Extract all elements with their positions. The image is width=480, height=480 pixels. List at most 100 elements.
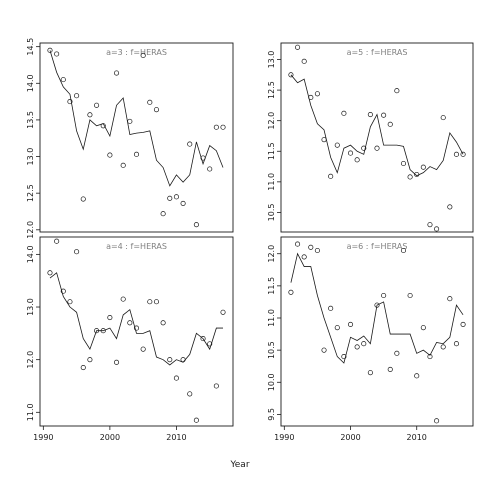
data-point — [54, 51, 60, 57]
data-point — [328, 305, 334, 311]
data-point — [294, 44, 301, 50]
data-point — [321, 137, 327, 143]
data-point — [113, 359, 120, 365]
panel-frame — [280, 42, 474, 233]
data-point — [147, 99, 153, 105]
data-point — [220, 309, 226, 315]
data-point — [180, 200, 186, 206]
data-point — [60, 288, 66, 294]
data-point — [74, 93, 80, 99]
data-point — [200, 336, 206, 342]
data-point — [288, 72, 294, 78]
data-point — [367, 112, 373, 118]
data-point — [127, 320, 133, 326]
data-point — [367, 370, 373, 376]
y-tick-label: 13.0 — [26, 298, 35, 316]
data-point — [187, 391, 193, 397]
y-tick-label: 12.5 — [267, 81, 276, 99]
data-point — [387, 121, 393, 127]
y-tick-label: 10.5 — [267, 341, 276, 359]
data-point — [47, 270, 53, 276]
data-point — [207, 341, 213, 347]
data-point — [347, 321, 354, 327]
data-point — [354, 157, 360, 163]
y-tick-label: 12.0 — [267, 112, 276, 130]
data-point — [147, 299, 153, 305]
x-axis-title: Year — [229, 460, 249, 470]
data-point — [301, 254, 307, 260]
data-point — [213, 124, 219, 130]
data-point — [100, 328, 106, 334]
y-tick-label: 11.5 — [267, 277, 276, 295]
fit-line — [49, 272, 224, 366]
data-point — [207, 166, 213, 172]
data-point — [120, 162, 126, 168]
panel-strip-label: a=4 : f=HERAS — [106, 242, 167, 251]
data-point — [314, 247, 320, 254]
data-point — [301, 58, 307, 64]
y-tick-label: 9.5 — [267, 408, 276, 421]
data-point — [200, 155, 206, 161]
panel-strip-label: a=6 : f=HERAS — [347, 242, 408, 251]
y-tick-label: 11.0 — [26, 403, 35, 421]
y-tick-label: 14.0 — [26, 245, 35, 263]
fit-line — [290, 252, 464, 364]
y-tick-label: 11.0 — [267, 309, 276, 327]
data-point — [173, 375, 179, 381]
panel-2: a=5 : f=HERAS 10.5 11.0 11.5 12.0 12.5 13.0 — [267, 42, 474, 233]
data-point — [94, 328, 100, 334]
y-tick-label: 13.0 — [267, 51, 276, 69]
data-point — [453, 341, 460, 347]
y-tick-label: 12.0 — [26, 351, 35, 369]
data-point — [153, 107, 160, 113]
data-point — [193, 222, 199, 228]
y-tick-label: 11.0 — [267, 173, 276, 191]
y-tick-label: 10.5 — [267, 204, 276, 222]
data-point — [394, 88, 400, 94]
panel-4: a=6 : f=HERAS 9.5 10.0 10.5 11.0 11.5 12.0 1990… — [267, 236, 474, 442]
data-point — [361, 145, 367, 151]
data-point — [80, 196, 86, 202]
data-point — [67, 99, 73, 105]
data-point — [113, 70, 120, 76]
data-point — [420, 164, 426, 170]
data-point — [361, 341, 367, 347]
data-point — [160, 211, 166, 217]
data-point — [341, 110, 347, 116]
data-point — [153, 299, 160, 305]
data-point — [394, 350, 400, 356]
x-tick-label: 1990 — [33, 433, 53, 442]
data-point — [294, 241, 301, 247]
data-point — [60, 77, 66, 83]
panel-strip-label: a=5 : f=HERAS — [347, 48, 408, 57]
panel-frame — [39, 42, 234, 233]
data-point — [87, 112, 93, 118]
data-point — [387, 366, 393, 372]
data-point — [187, 141, 193, 147]
data-point — [407, 174, 413, 180]
y-tick-label: 12.0 — [267, 245, 276, 263]
data-point — [334, 142, 340, 148]
data-point — [80, 365, 86, 371]
data-point — [460, 321, 466, 327]
data-point — [407, 292, 413, 299]
panel-frame — [280, 236, 474, 427]
data-point — [434, 226, 440, 232]
data-point — [347, 150, 354, 156]
y-tick-label: 14.0 — [26, 74, 35, 92]
data-point — [314, 91, 320, 97]
panel-frame — [39, 236, 234, 427]
data-point — [334, 325, 340, 331]
y-tick-label: 11.5 — [267, 142, 276, 160]
data-point — [220, 124, 226, 130]
data-point — [447, 204, 453, 210]
data-point — [420, 325, 426, 331]
data-point — [127, 118, 133, 124]
y-tick-label: 13.5 — [26, 111, 35, 129]
x-tick-label: 1990 — [274, 433, 294, 442]
data-point — [107, 314, 113, 321]
data-point — [107, 152, 113, 158]
y-tick-label: 10.0 — [267, 373, 276, 391]
data-point — [140, 346, 146, 352]
